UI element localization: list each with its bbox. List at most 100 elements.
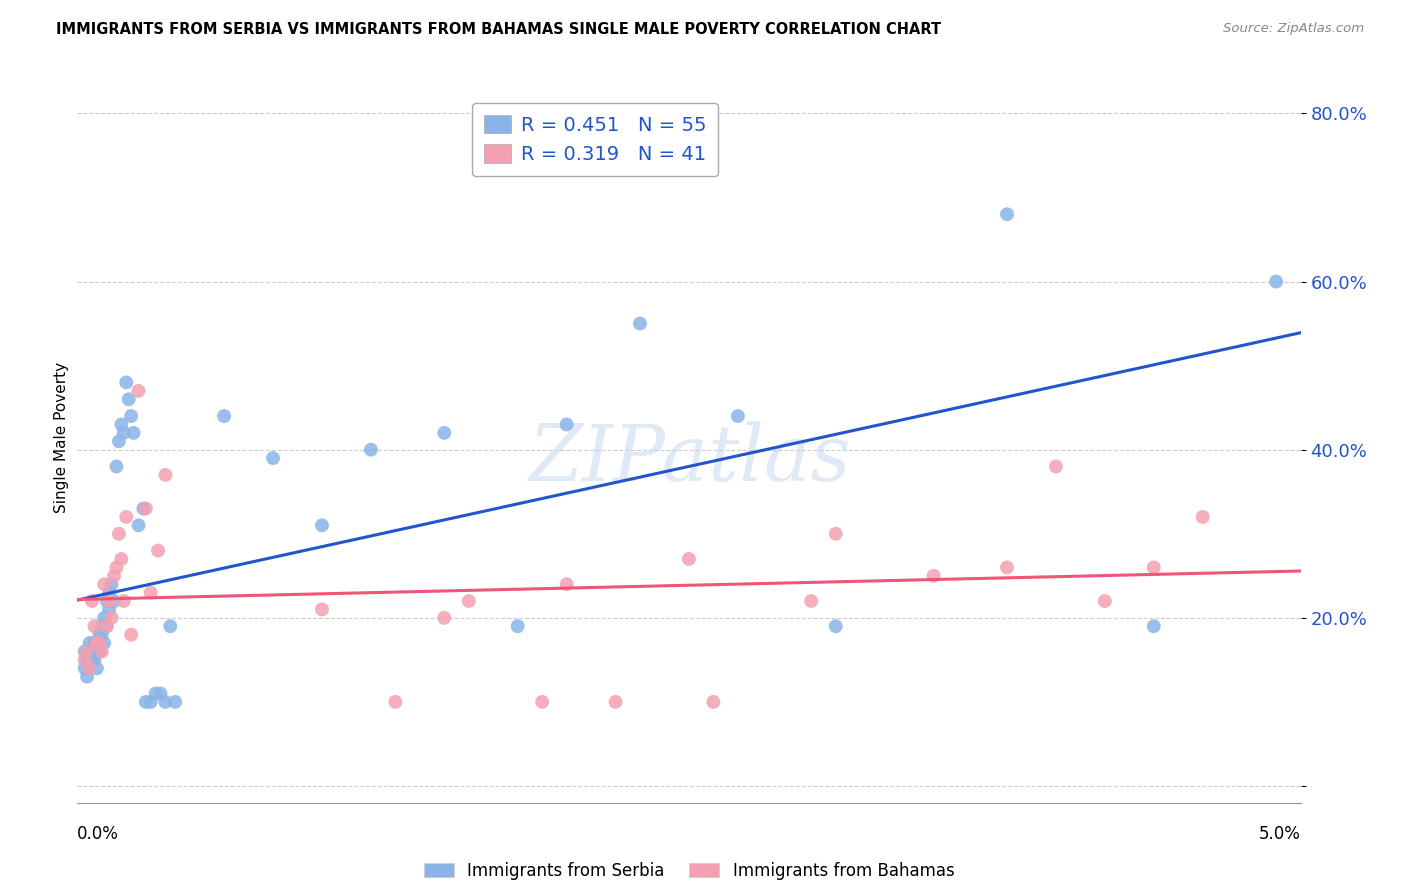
Point — [79, 636, 101, 650]
Point — [86, 644, 108, 658]
Point — [93, 636, 115, 650]
Point — [96, 619, 118, 633]
Point — [800, 594, 823, 608]
Point — [384, 695, 406, 709]
Text: 0.0%: 0.0% — [77, 825, 120, 843]
Point — [139, 695, 162, 709]
Point — [262, 451, 284, 466]
Text: IMMIGRANTS FROM SERBIA VS IMMIGRANTS FROM BAHAMAS SINGLE MALE POVERTY CORRELATIO: IMMIGRANTS FROM SERBIA VS IMMIGRANTS FRO… — [56, 22, 942, 37]
Point — [155, 695, 177, 709]
Point — [506, 619, 529, 633]
Point — [73, 661, 96, 675]
Point — [115, 510, 138, 524]
Point — [103, 569, 125, 583]
Point — [80, 644, 103, 658]
Point — [995, 207, 1018, 221]
Point — [90, 627, 112, 641]
Point — [165, 695, 187, 709]
Point — [76, 644, 98, 658]
Point — [73, 644, 96, 658]
Point — [76, 670, 98, 684]
Point — [112, 425, 135, 440]
Point — [110, 552, 132, 566]
Point — [702, 695, 724, 709]
Point — [145, 686, 167, 700]
Point — [115, 376, 138, 390]
Legend: R = 0.451   N = 55, R = 0.319   N = 41: R = 0.451 N = 55, R = 0.319 N = 41 — [472, 103, 718, 176]
Point — [79, 661, 101, 675]
Point — [83, 619, 105, 633]
Text: ZIPatlas: ZIPatlas — [527, 421, 851, 497]
Point — [108, 526, 131, 541]
Point — [86, 636, 108, 650]
Point — [433, 611, 456, 625]
Point — [824, 619, 846, 633]
Point — [90, 644, 112, 658]
Point — [1094, 594, 1116, 608]
Point — [433, 425, 456, 440]
Point — [555, 577, 578, 591]
Y-axis label: Single Male Poverty: Single Male Poverty — [53, 361, 69, 513]
Point — [89, 636, 111, 650]
Point — [212, 409, 235, 423]
Point — [93, 611, 115, 625]
Point — [127, 384, 149, 398]
Point — [98, 602, 121, 616]
Point — [108, 434, 131, 449]
Point — [79, 644, 101, 658]
Point — [311, 602, 333, 616]
Point — [1143, 560, 1166, 574]
Point — [98, 585, 121, 599]
Point — [922, 569, 945, 583]
Point — [139, 585, 162, 599]
Point — [90, 619, 112, 633]
Point — [311, 518, 333, 533]
Point — [76, 653, 98, 667]
Point — [89, 644, 111, 658]
Point — [105, 459, 128, 474]
Point — [727, 409, 749, 423]
Point — [100, 577, 122, 591]
Point — [135, 501, 157, 516]
Point — [135, 695, 157, 709]
Point — [1191, 510, 1213, 524]
Point — [79, 661, 101, 675]
Point — [118, 392, 141, 407]
Text: 5.0%: 5.0% — [1258, 825, 1301, 843]
Point — [531, 695, 554, 709]
Point — [103, 594, 125, 608]
Point — [100, 611, 122, 625]
Point — [457, 594, 479, 608]
Point — [120, 627, 142, 641]
Point — [83, 636, 105, 650]
Point — [1265, 275, 1288, 289]
Point — [146, 543, 169, 558]
Point — [83, 653, 105, 667]
Point — [73, 653, 96, 667]
Point — [824, 526, 846, 541]
Point — [105, 560, 128, 574]
Point — [159, 619, 181, 633]
Text: Source: ZipAtlas.com: Source: ZipAtlas.com — [1223, 22, 1364, 36]
Point — [80, 594, 103, 608]
Point — [112, 594, 135, 608]
Point — [155, 467, 177, 482]
Point — [628, 317, 651, 331]
Point — [86, 661, 108, 675]
Point — [149, 686, 172, 700]
Point — [1045, 459, 1067, 474]
Point — [80, 653, 103, 667]
Point — [89, 627, 111, 641]
Point — [360, 442, 382, 457]
Point — [96, 594, 118, 608]
Point — [1143, 619, 1166, 633]
Point — [93, 577, 115, 591]
Point — [678, 552, 700, 566]
Point — [127, 518, 149, 533]
Point — [995, 560, 1018, 574]
Point — [96, 619, 118, 633]
Point — [120, 409, 142, 423]
Point — [98, 594, 121, 608]
Point — [110, 417, 132, 432]
Point — [122, 425, 145, 440]
